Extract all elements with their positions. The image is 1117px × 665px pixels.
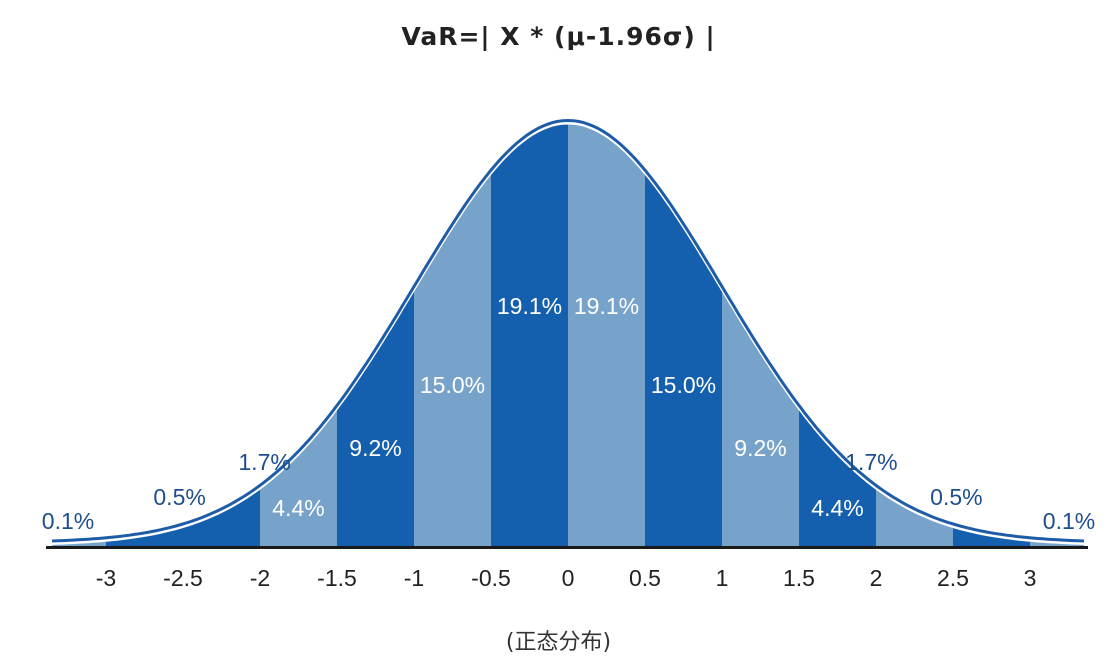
x-tick-label-4: -1 [404,565,424,591]
percent-labels: 0.5% 1.7% 4.4% 9.2% 15.0% 19.1% 19.1% 15.0% 9.2%… [42,293,1095,534]
x-tick-label-8: 1 [716,565,729,591]
band-10 [876,488,953,546]
band-4 [414,173,491,546]
x-tick-label-6: 0 [562,565,575,591]
tail-label-left: 0.1% [42,508,94,534]
band-7 [645,173,722,546]
x-tick-label-5: -0.5 [471,565,511,591]
band-2 [260,409,337,546]
band-group [52,124,1084,546]
band-8 [722,290,799,546]
band-label-0: 0.5% [153,484,205,510]
curve-highlight [52,121,1084,545]
curve-group [52,118,1084,545]
x-axis-caption: (正态分布) [505,630,612,655]
curve-line [52,118,1084,543]
band-label-2: 4.4% [272,495,324,521]
x-tick-label-11: 2.5 [937,565,969,591]
band-label-10: 1.7% [845,449,897,475]
band-label-5: 19.1% [497,293,562,319]
x-tick-label-2: -2 [250,565,270,591]
x-tick-label-7: 0.5 [629,565,661,591]
x-tick-label-3: -1.5 [317,565,357,591]
band-label-7: 15.0% [651,372,716,398]
band-5 [491,124,568,546]
band-label-4: 15.0% [420,372,485,398]
band-label-3: 9.2% [349,435,401,461]
x-tick-labels: -3 -2.5 -2 -1.5 -1 -0.5 0 0.5 1 1.5 2 2.5 3 [96,565,1037,591]
tail-label-right: 0.1% [1043,508,1095,534]
chart-title: VaR=| X * (μ-1.96σ) | [401,22,716,51]
band-1 [183,488,260,546]
x-tick-label-12: 3 [1024,565,1037,591]
band-label-9: 4.4% [811,495,863,521]
band-label-6: 19.1% [574,293,639,319]
x-tick-label-1: -2.5 [163,565,203,591]
band-label-8: 9.2% [734,435,786,461]
x-tick-label-0: -3 [96,565,116,591]
band-label-1: 1.7% [238,449,290,475]
band-6 [568,124,645,546]
band-9 [799,409,876,546]
x-tick-label-10: 2 [870,565,883,591]
x-tick-label-9: 1.5 [783,565,815,591]
band-3 [337,290,414,546]
band-label-11: 0.5% [930,484,982,510]
